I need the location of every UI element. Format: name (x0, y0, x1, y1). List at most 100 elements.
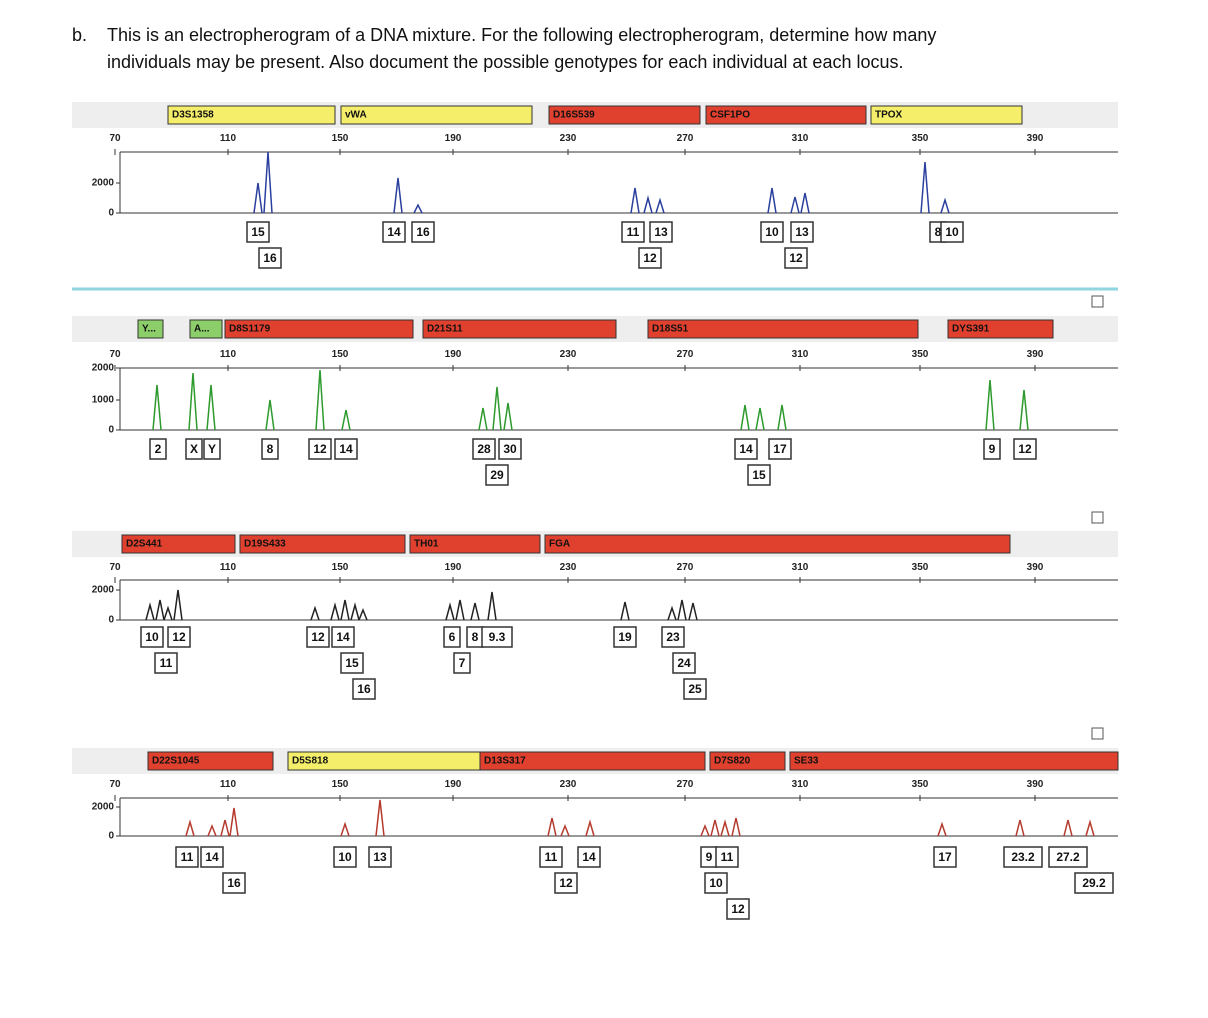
x-tick-label: 270 (677, 562, 694, 573)
allele-box (1003, 846, 1043, 868)
peak (503, 402, 513, 431)
peak (985, 379, 995, 431)
locus-name: D18S51 (652, 324, 689, 335)
allele-box (577, 846, 601, 868)
allele-label: 10 (338, 850, 352, 864)
allele-label: 12 (1018, 442, 1032, 456)
x-tick-label: 70 (109, 562, 121, 573)
question-label: b. (72, 25, 87, 45)
allele-label: 29 (490, 468, 504, 482)
allele-box (760, 221, 784, 243)
allele-box (1013, 438, 1037, 460)
locus-name: Y... (142, 324, 156, 335)
allele-box (453, 652, 471, 674)
peak (790, 196, 800, 214)
peak (478, 407, 488, 431)
allele-label: 11 (181, 850, 194, 864)
x-tick-label: 310 (792, 562, 809, 573)
peak (1015, 819, 1025, 837)
allele-label: 2 (155, 442, 162, 456)
peak (731, 817, 741, 837)
x-tick-label: 390 (1027, 779, 1044, 790)
peak (688, 602, 698, 621)
peak (455, 599, 465, 621)
allele-box (334, 438, 358, 460)
locus-bar (870, 105, 1023, 125)
peak (145, 602, 155, 621)
peak (263, 151, 273, 214)
peak (310, 605, 320, 621)
peak (173, 589, 183, 621)
locus-name: D5S818 (292, 756, 329, 767)
y-tick-label: 0 (108, 615, 114, 626)
locus-name: D7S820 (714, 756, 751, 767)
x-tick-label: 230 (560, 349, 577, 360)
allele-box (638, 247, 662, 269)
peak (206, 384, 216, 431)
peak (155, 599, 165, 621)
allele-label: 13 (795, 225, 809, 239)
x-tick-label: 350 (912, 562, 929, 573)
x-tick-label: 70 (109, 133, 121, 144)
x-tick-label: 230 (560, 133, 577, 144)
allele-box (200, 846, 224, 868)
locus-bar (947, 319, 1054, 339)
y-tick-label: 0 (108, 425, 114, 436)
locus-bar (239, 534, 406, 554)
allele-label: 30 (503, 442, 517, 456)
allele-label: 23 (666, 630, 680, 644)
allele-label: 14 (205, 850, 219, 864)
peak (253, 182, 263, 214)
allele-label: 12 (559, 876, 573, 890)
checkbox[interactable] (1091, 727, 1104, 740)
allele-label: 16 (416, 225, 430, 239)
allele-label: 24 (677, 656, 691, 670)
checkbox[interactable] (1091, 511, 1104, 524)
x-tick-label: 190 (445, 779, 462, 790)
locus-bar (167, 105, 336, 125)
allele-box (333, 846, 357, 868)
allele-box (621, 221, 645, 243)
allele-box (539, 846, 563, 868)
allele-box (933, 846, 957, 868)
locus-bar (147, 751, 274, 771)
allele-box (261, 438, 279, 460)
locus-name: D13S317 (484, 756, 526, 767)
peak (630, 187, 640, 214)
peak (413, 203, 423, 214)
locus-bar (409, 534, 541, 554)
x-tick-label: 150 (332, 349, 349, 360)
x-tick-label: 150 (332, 779, 349, 790)
x-tick-label: 110 (220, 562, 237, 573)
allele-box (672, 652, 696, 674)
allele-box (734, 438, 758, 460)
allele-label: 12 (789, 251, 803, 265)
locus-name: SE33 (794, 756, 819, 767)
allele-label: X (190, 442, 198, 456)
x-tick-label: 150 (332, 133, 349, 144)
peak (643, 195, 653, 214)
checkbox[interactable] (1091, 295, 1104, 308)
question-text: This is an electropherogram of a DNA mix… (107, 25, 936, 45)
allele-box (368, 846, 392, 868)
allele-box (983, 438, 1001, 460)
peak (710, 819, 720, 837)
peak (470, 602, 480, 621)
peak (767, 187, 777, 214)
peak (358, 607, 368, 621)
allele-box (1074, 872, 1114, 894)
peak (667, 605, 677, 621)
x-tick-label: 390 (1027, 349, 1044, 360)
allele-label: 10 (945, 225, 959, 239)
peak (700, 823, 710, 837)
peak (560, 823, 570, 837)
peak (315, 369, 325, 431)
allele-label: 9.3 (489, 630, 506, 644)
allele-label: 28 (477, 442, 491, 456)
allele-box (149, 438, 167, 460)
peak (492, 386, 502, 431)
locus-bar (647, 319, 919, 339)
locus-bar (189, 319, 223, 339)
